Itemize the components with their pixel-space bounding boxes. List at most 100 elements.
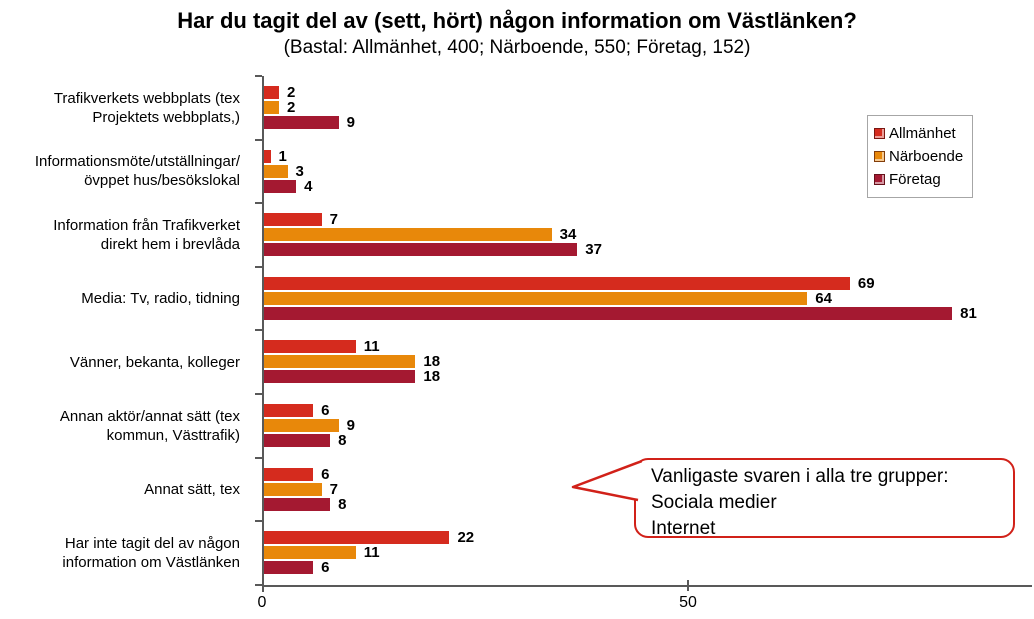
- category-axis-labels: Trafikverkets webbplats (tex Projektets …: [8, 76, 252, 585]
- bar-line: 8: [262, 432, 1032, 449]
- callout-tail-icon: [571, 459, 642, 502]
- bar-value-label: 2: [287, 84, 296, 101]
- category-label: Vänner, bekanta, kolleger: [69, 353, 240, 371]
- bar-value-label: 4: [304, 177, 313, 195]
- bar-value-label: 8: [338, 432, 347, 449]
- y-axis-tick: [255, 329, 262, 332]
- y-axis-tick: [255, 520, 262, 523]
- category-label: Information från Trafikverket direkt hem…: [53, 216, 240, 253]
- bar-line: 34: [262, 226, 1032, 244]
- legend-label: Företag: [889, 171, 941, 188]
- bar-group: 69 64 81: [262, 267, 1032, 322]
- bar-line: 8: [262, 495, 1032, 513]
- x-axis-tick: [687, 580, 689, 591]
- bar-line: 9: [262, 114, 1032, 131]
- category-label: Informationsmöte/utställningar/ övppet h…: [34, 153, 240, 190]
- bar-line: 6: [262, 559, 1032, 577]
- category-label: Har inte tagit del av någon information …: [62, 534, 240, 571]
- legend-swatch-icon: [874, 151, 885, 162]
- bar-value-label: 3: [295, 162, 304, 180]
- bar-line: 7: [262, 212, 1032, 227]
- bar-närboende: [262, 228, 552, 242]
- plot-area: 2 2 9 1 3 4 7 34 37 69 64 81 11 18 18 6 9 8 6 7 8 22 11 6: [262, 76, 1032, 585]
- bar-företag: [262, 116, 339, 129]
- bar-allmänhet: [262, 467, 314, 481]
- bar-allmänhet: [262, 340, 356, 354]
- legend-swatch-icon: [874, 174, 885, 185]
- category-label: Trafikverkets webbplats (tex Projektets …: [53, 89, 240, 126]
- bar-närboende: [262, 355, 416, 369]
- bar-allmänhet: [262, 213, 322, 227]
- bar-line: 2: [262, 84, 1032, 101]
- bar-value-label: 18: [423, 353, 441, 371]
- bar-value-label: 9: [346, 114, 356, 131]
- bar-line: 6: [262, 467, 1032, 482]
- bar-företag: [262, 243, 578, 257]
- bar-value-label: 2: [287, 99, 296, 116]
- bar-value-label: 6: [321, 559, 330, 577]
- legend-label: Allmänhet: [889, 125, 956, 142]
- bar-närboende: [262, 101, 280, 114]
- bar-value-label: 11: [363, 544, 380, 562]
- bar-value-label: 8: [338, 495, 347, 513]
- bar-line: 81: [262, 304, 1032, 322]
- bar-närboende: [262, 419, 339, 432]
- bar-line: 69: [262, 274, 1032, 292]
- bar-line: 64: [262, 289, 1032, 307]
- bar-line: 7: [262, 480, 1032, 498]
- bar-line: 2: [262, 99, 1032, 116]
- bar-närboende: [262, 546, 356, 560]
- bar-line: 11: [262, 544, 1032, 562]
- bar-line: 4: [262, 177, 1032, 195]
- bar-företag: [262, 497, 331, 511]
- legend-item: Närboende: [874, 148, 966, 165]
- callout-box: Vanligaste svaren i alla tre grupper: So…: [634, 458, 1015, 539]
- category-label: Media: Tv, radio, tidning: [81, 290, 240, 308]
- bar-line: 37: [262, 242, 1032, 257]
- callout-line-3: Internet: [651, 518, 716, 539]
- y-axis-tick: [255, 75, 262, 77]
- legend-swatch-icon: [874, 128, 885, 139]
- bar-value-label: 64: [815, 289, 832, 307]
- legend: Allmänhet Närboende Företag: [867, 115, 973, 198]
- bar-allmänhet: [262, 404, 314, 417]
- chart-subtitle: (Bastal: Allmänhet, 400; Närboende, 550;…: [283, 37, 751, 58]
- bar-närboende: [262, 482, 322, 496]
- bar-allmänhet: [262, 86, 280, 99]
- bar-allmänhet: [262, 276, 850, 290]
- callout-line-2: Sociala medier: [651, 492, 777, 513]
- category-label: Annan aktör/annat sätt (tex kommun, Väst…: [59, 407, 240, 444]
- bar-närboende: [262, 291, 808, 305]
- bar-företag: [262, 370, 416, 384]
- bar-line: 11: [262, 338, 1032, 356]
- bar-value-label: 22: [457, 529, 475, 547]
- bar-group: 11 18 18: [262, 330, 1032, 385]
- bar-value-label: 9: [346, 417, 356, 434]
- bar-group: 7 34 37: [262, 203, 1032, 258]
- bar-value-label: 7: [329, 480, 338, 498]
- bar-line: 18: [262, 369, 1032, 384]
- bar-allmänhet: [262, 531, 450, 545]
- bar-allmänhet: [262, 149, 271, 163]
- chart-title: Har du tagit del av (sett, hört) någon i…: [177, 8, 857, 33]
- callout-line-1: Vanligaste svaren i alla tre grupper:: [651, 466, 949, 487]
- bar-value-label: 81: [960, 304, 977, 322]
- y-axis-tick: [255, 138, 262, 141]
- bar-företag: [262, 306, 953, 320]
- bar-line: 6: [262, 402, 1032, 419]
- bar-line: 18: [262, 353, 1032, 371]
- bar-value-label: 11: [363, 338, 380, 356]
- bar-value-label: 69: [857, 274, 875, 292]
- bar-line: 9: [262, 417, 1032, 434]
- bar-value-label: 6: [321, 402, 330, 419]
- bar-value-label: 1: [278, 147, 287, 165]
- y-axis-tick: [255, 393, 262, 395]
- bar-value-label: 34: [559, 226, 577, 244]
- bar-group: 22 11 6: [262, 521, 1032, 576]
- legend-item: Företag: [874, 171, 966, 188]
- bar-företag: [262, 179, 297, 193]
